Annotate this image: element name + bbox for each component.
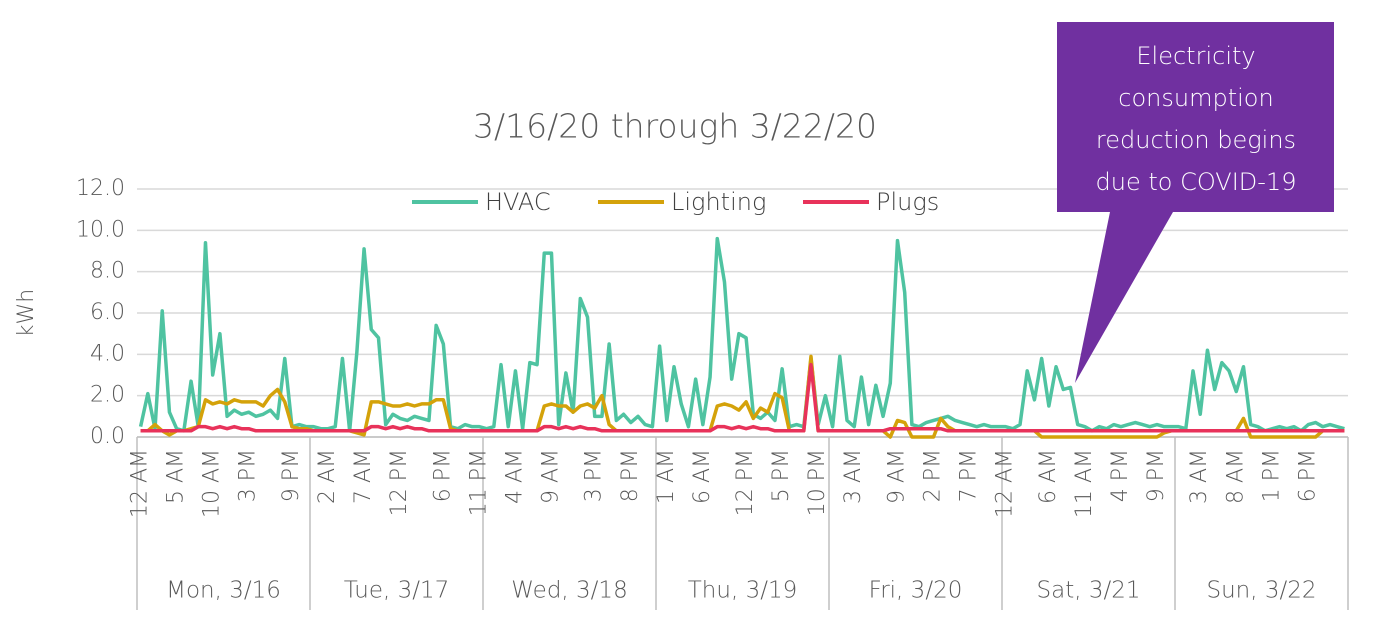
legend-label: HVAC	[485, 188, 551, 216]
x-tick-label: 9 AM	[884, 449, 909, 504]
x-tick-label: 12 PM	[387, 449, 412, 516]
day-label: Sun, 3/22	[1206, 578, 1316, 604]
x-tick-label: 9 AM	[538, 449, 563, 504]
annotation-text: reduction begins	[1096, 126, 1296, 154]
x-tick-label: 7 PM	[957, 449, 982, 502]
annotation-text: due to COVID-19	[1096, 168, 1297, 196]
y-tick-label: 10.0	[76, 217, 125, 242]
x-tick-label: 12 PM	[733, 449, 758, 516]
callout-shape	[1057, 22, 1334, 383]
x-tick-label: 3 AM	[1187, 449, 1212, 504]
x-tick-label: 6 PM	[1295, 449, 1320, 502]
x-tick-label: 3 PM	[582, 449, 607, 502]
x-tick-label: 4 AM	[502, 449, 527, 504]
series-line	[140, 362, 1345, 433]
x-tick-label: 6 AM	[1036, 449, 1061, 504]
x-tick-label: 11 AM	[1072, 449, 1097, 518]
day-label: Tue, 3/17	[344, 578, 450, 604]
x-tick-label: 10 PM	[805, 449, 830, 516]
x-tick-label: 2 AM	[315, 449, 340, 504]
x-tick-label: 2 PM	[921, 449, 946, 502]
day-label: Thu, 3/19	[688, 578, 797, 604]
x-tick-label: 1 PM	[1259, 449, 1284, 502]
x-tick-label: 9 PM	[279, 449, 304, 502]
x-tick-label: 5 PM	[769, 449, 794, 502]
y-tick-label: 2.0	[90, 383, 125, 408]
x-tick-label: 4 PM	[1108, 449, 1133, 502]
x-tick-label: 6 PM	[430, 449, 455, 502]
day-label: Mon, 3/16	[166, 578, 281, 604]
x-tick-label: 12 AM	[993, 449, 1018, 518]
y-tick-label: 12.0	[76, 176, 125, 201]
x-tick-label: 5 AM	[164, 449, 189, 504]
day-label: Fri, 3/20	[869, 578, 963, 604]
annotation-callout: Electricity consumption reduction begins du…	[1057, 22, 1334, 383]
y-axis-title: kWh	[14, 289, 39, 337]
x-tick-label: 12 AM	[128, 449, 153, 518]
y-tick-label: 8.0	[90, 259, 125, 284]
x-tick-label: 8 AM	[1223, 449, 1248, 504]
y-tick-label: 6.0	[90, 300, 125, 325]
x-tick-label: 11 PM	[466, 449, 491, 516]
y-tick-label: 4.0	[90, 341, 125, 366]
x-tick-label: 7 AM	[351, 449, 376, 504]
x-tick-label: 8 PM	[618, 449, 643, 502]
x-tick-label: 9 PM	[1144, 449, 1169, 502]
x-tick-label: 1 AM	[654, 449, 679, 504]
legend-label: Lighting	[671, 188, 766, 216]
y-tick-label: 0.0	[90, 424, 125, 449]
chart-title: 3/16/20 through 3/22/20	[473, 107, 877, 146]
day-label: Sat, 3/21	[1037, 578, 1141, 604]
annotation-text: consumption	[1118, 84, 1273, 112]
x-tick-label: 3 PM	[236, 449, 261, 502]
series-line	[138, 236, 1345, 433]
annotation-text: Electricity	[1136, 42, 1255, 70]
x-tick-label: 10 AM	[200, 449, 225, 518]
x-tick-label: 3 AM	[841, 449, 866, 504]
x-tick-label: 6 AM	[690, 449, 715, 504]
legend-label: Plugs	[876, 188, 939, 216]
day-label: Wed, 3/18	[511, 578, 627, 604]
